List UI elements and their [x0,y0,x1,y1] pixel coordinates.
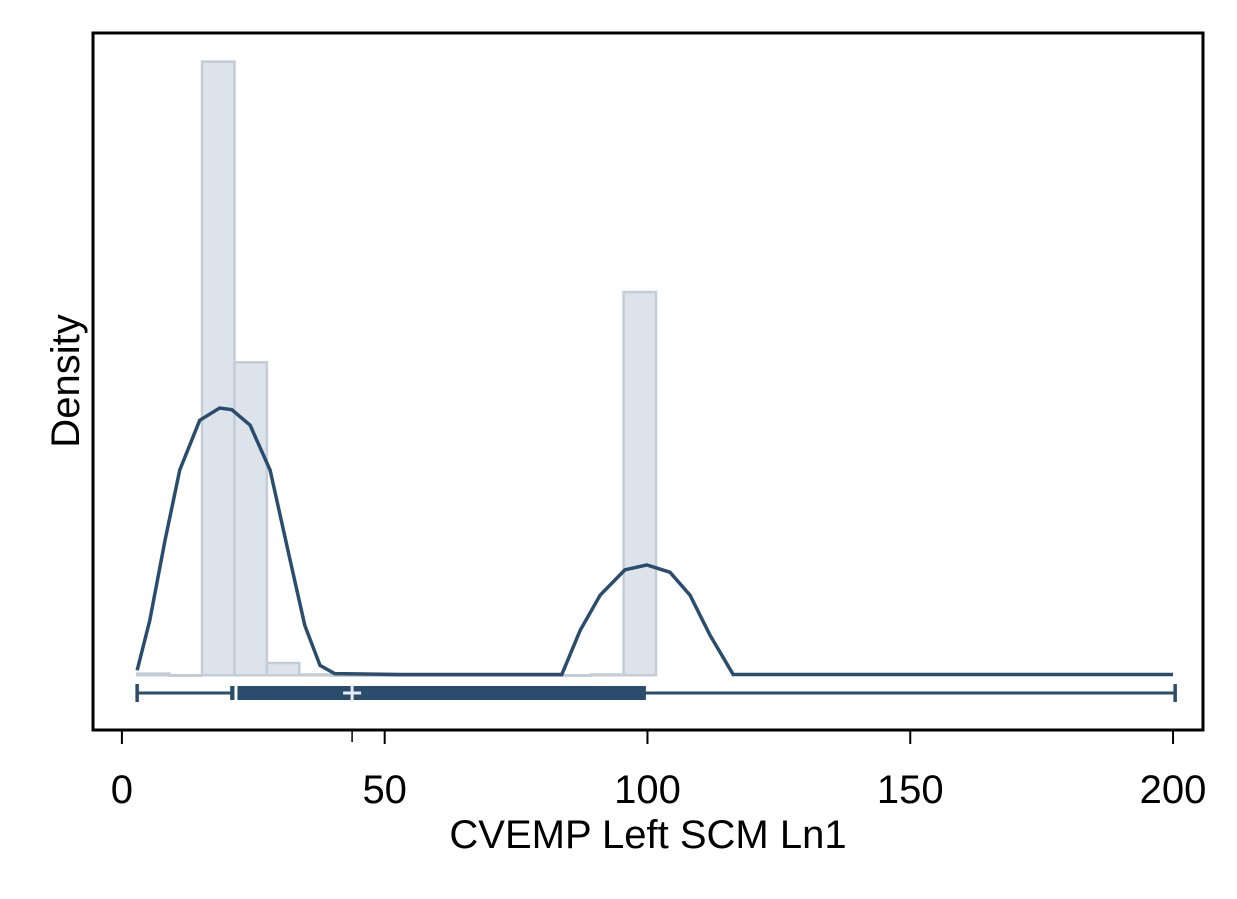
x-axis-label: CVEMP Left SCM Ln1 [449,813,846,857]
histogram-bar [557,674,593,678]
x-tick-label: 50 [362,768,407,812]
histogram-bar [589,673,625,677]
histogram-bar [265,661,301,677]
histogram-bar [298,673,333,677]
histogram-bar [135,672,171,677]
x-tick-label: 200 [1140,768,1207,812]
box-iqr [230,686,646,700]
x-tick-label: 100 [614,768,681,812]
x-tick-label: 150 [877,768,944,812]
density-curve [135,406,1174,677]
histogram-bar [622,290,658,677]
x-tick-label: 0 [111,768,133,812]
histogram-bar [168,674,204,678]
histogram-bar [233,361,269,677]
histogram-bar [200,60,236,677]
box-mean [343,685,362,701]
y-axis-label: Density [44,314,88,447]
